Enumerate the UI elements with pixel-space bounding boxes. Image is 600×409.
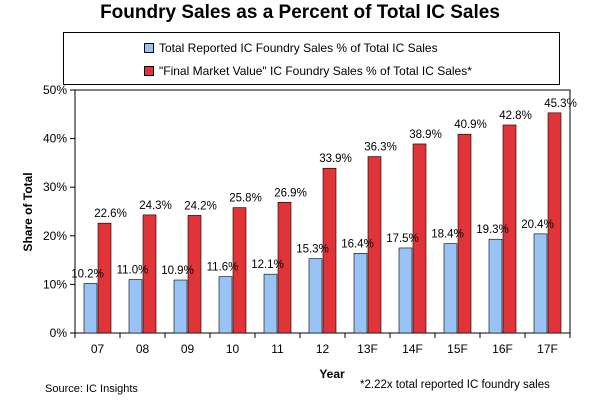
footnote: *2.22x total reported IC foundry sales xyxy=(360,379,550,391)
data-label-reported: 18.4% xyxy=(431,229,464,241)
bar-final-market-value xyxy=(457,133,472,334)
legend: Total Reported IC Foundry Sales % of Tot… xyxy=(63,32,560,85)
data-label-final-market-value: 24.2% xyxy=(184,200,217,212)
bar-reported xyxy=(308,258,323,334)
data-label-reported: 12.1% xyxy=(251,259,284,271)
x-axis: 07 08 09 10 11 12 13F 14F 15F 16F 17F xyxy=(74,333,571,356)
y-tick-label: 40% xyxy=(43,132,67,146)
bar-reported xyxy=(128,279,143,334)
x-axis-label: Year xyxy=(319,367,345,381)
x-tick-label: 11 xyxy=(271,342,284,356)
x-tick-label: 07 xyxy=(91,342,105,356)
data-label-reported: 20.4% xyxy=(521,219,554,231)
y-axis-label: Share of Total xyxy=(21,172,35,251)
x-tick-label: 16F xyxy=(492,342,513,356)
plot-frame xyxy=(74,89,571,334)
data-label-final-market-value: 26.9% xyxy=(274,187,307,199)
legend-label-reported: Total Reported IC Foundry Sales % of Tot… xyxy=(159,41,438,55)
bar-final-market-value xyxy=(97,222,112,334)
chart-title: Foundry Sales as a Percent of Total IC S… xyxy=(100,2,500,23)
x-tick-label: 08 xyxy=(136,342,150,356)
bar-reported xyxy=(533,233,548,334)
x-tick-label: 09 xyxy=(181,342,195,356)
bar-final-market-value xyxy=(367,156,382,334)
data-label-reported: 10.2% xyxy=(71,268,104,280)
bar-final-market-value xyxy=(322,167,337,334)
data-label-final-market-value: 45.3% xyxy=(544,98,577,110)
bar-reported xyxy=(488,238,503,334)
bar-final-market-value xyxy=(277,201,292,334)
bar-reported xyxy=(353,252,368,334)
x-tick-label: 12 xyxy=(316,342,330,356)
legend-swatch-reported xyxy=(144,43,154,53)
x-tick-label: 13F xyxy=(357,342,378,356)
legend-swatch-final-market-value xyxy=(144,66,154,76)
y-tick-label: 50% xyxy=(43,83,67,97)
x-tick-label: 17F xyxy=(537,342,558,356)
bar-reported xyxy=(398,247,413,334)
bar-final-market-value xyxy=(187,215,202,334)
source-note: Source: IC Insights xyxy=(45,383,138,395)
y-tick-label: 10% xyxy=(43,277,67,291)
y-axis: 0% 10% 20% 30% 40% 50% xyxy=(43,83,571,340)
bar-reported xyxy=(218,276,233,334)
x-tick-label: 15F xyxy=(447,342,468,356)
bar-reported xyxy=(443,243,458,334)
data-label-reported: 11.0% xyxy=(117,265,149,277)
data-label-reported: 15.3% xyxy=(296,244,329,256)
data-label-reported: 17.5% xyxy=(386,233,419,245)
y-tick-label: 0% xyxy=(50,326,68,340)
data-label-reported: 11.6% xyxy=(207,262,239,274)
data-label-final-market-value: 25.8% xyxy=(229,193,262,205)
bar-final-market-value xyxy=(142,214,157,334)
data-label-final-market-value: 36.3% xyxy=(364,142,397,154)
legend-item-final-market-value: "Final Market Value" IC Foundry Sales % … xyxy=(144,64,472,78)
data-label-reported: 19.3% xyxy=(476,224,509,236)
y-tick-label: 20% xyxy=(43,229,67,243)
legend-label-final-market-value: "Final Market Value" IC Foundry Sales % … xyxy=(159,64,472,78)
y-tick-label: 30% xyxy=(43,180,67,194)
bar-final-market-value xyxy=(232,207,247,334)
bar-final-market-value xyxy=(547,112,562,334)
bar-reported xyxy=(83,283,98,334)
x-tick-label: 10 xyxy=(226,342,240,356)
data-label-final-market-value: 33.9% xyxy=(319,153,352,165)
bar-final-market-value xyxy=(502,124,517,334)
bar-reported xyxy=(263,273,278,334)
x-tick-label: 14F xyxy=(402,342,423,356)
data-label-final-market-value: 22.6% xyxy=(94,208,127,220)
data-label-final-market-value: 24.3% xyxy=(139,200,172,212)
data-labels: 10.2% 22.6% 11.0% 24.3% 10.9% 24.2% 11.6% 25.8%… xyxy=(71,98,577,281)
data-label-final-market-value: 38.9% xyxy=(409,129,442,141)
bars xyxy=(83,112,562,334)
data-label-reported: 16.4% xyxy=(341,238,374,250)
data-label-reported: 10.9% xyxy=(161,265,194,277)
data-label-final-market-value: 42.8% xyxy=(499,110,532,122)
legend-item-reported: Total Reported IC Foundry Sales % of Tot… xyxy=(144,41,438,55)
bar-reported xyxy=(173,279,188,334)
bar-final-market-value xyxy=(412,143,427,334)
data-label-final-market-value: 40.9% xyxy=(454,119,487,131)
